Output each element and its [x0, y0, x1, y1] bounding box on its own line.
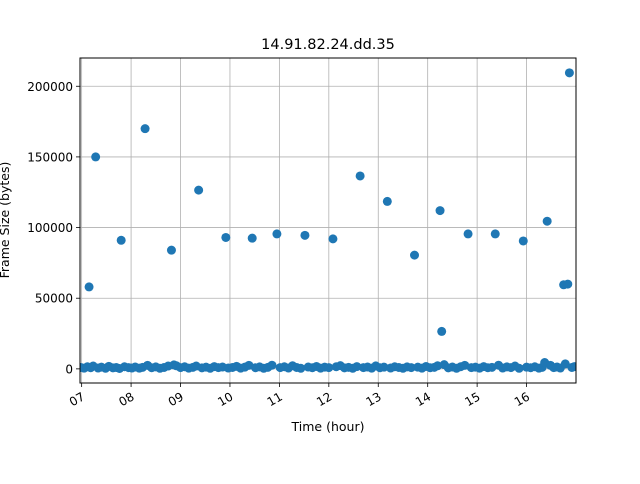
data-points — [80, 68, 576, 373]
y-tick-label: 150000 — [27, 150, 73, 164]
large-frame-point — [221, 232, 231, 242]
large-frame-point — [435, 206, 445, 216]
x-axis-ticks: 07 08 09 10 11 12 13 14 15 16 — [67, 383, 532, 409]
x-tick-label: 08 — [116, 389, 136, 409]
large-frame-point — [518, 236, 528, 246]
large-frame-point — [437, 326, 447, 336]
large-frame-point — [382, 196, 392, 206]
y-tick-label: 0 — [65, 362, 73, 376]
small-frame-point — [569, 362, 576, 372]
x-axis-label: Time (hour) — [291, 419, 365, 434]
large-frame-point — [410, 250, 420, 260]
y-axis-label: Frame Size (bytes) — [0, 162, 12, 279]
large-frame-point — [116, 235, 126, 245]
x-tick-label: 16 — [512, 389, 532, 409]
large-frame-point — [355, 171, 365, 181]
large-frame-point — [563, 279, 573, 289]
large-frame-point — [300, 230, 310, 240]
small-frame-point — [296, 363, 306, 373]
large-frame-point — [272, 229, 282, 239]
large-frame-point — [91, 152, 101, 162]
y-tick-label: 50000 — [35, 292, 73, 306]
large-frame-point — [542, 216, 552, 226]
x-tick-label: 10 — [215, 389, 235, 409]
plot-area-frame — [79, 57, 577, 384]
large-frame-point — [194, 185, 204, 195]
large-frame-point — [328, 234, 338, 244]
x-tick-label: 11 — [265, 389, 285, 409]
x-tick-label: 13 — [364, 389, 384, 409]
small-frame-point — [560, 359, 570, 369]
x-tick-label: 15 — [462, 389, 482, 409]
large-frame-point — [490, 229, 500, 239]
small-frame-point — [379, 362, 389, 372]
x-tick-label: 12 — [314, 389, 334, 409]
large-frame-point — [140, 124, 150, 134]
large-frame-point — [84, 282, 94, 292]
x-tick-label: 07 — [67, 389, 87, 409]
y-tick-label: 200000 — [27, 80, 73, 94]
small-frame-point — [324, 363, 334, 373]
large-frame-point — [247, 233, 257, 243]
x-tick-label: 09 — [166, 389, 186, 409]
large-frame-point — [166, 245, 176, 255]
y-tick-label: 100000 — [27, 221, 73, 235]
chart-title: 14.91.82.24.dd.35 — [261, 37, 395, 53]
small-frame-point — [514, 363, 524, 373]
y-axis-ticks: 0 50000 100000 150000 200000 — [27, 80, 80, 376]
large-frame-point — [463, 229, 473, 239]
small-frame-point — [406, 363, 416, 373]
small-frame-point — [267, 360, 277, 370]
small-frame-point — [352, 362, 362, 372]
x-tick-label: 14 — [413, 389, 433, 409]
large-frame-point — [564, 68, 574, 78]
